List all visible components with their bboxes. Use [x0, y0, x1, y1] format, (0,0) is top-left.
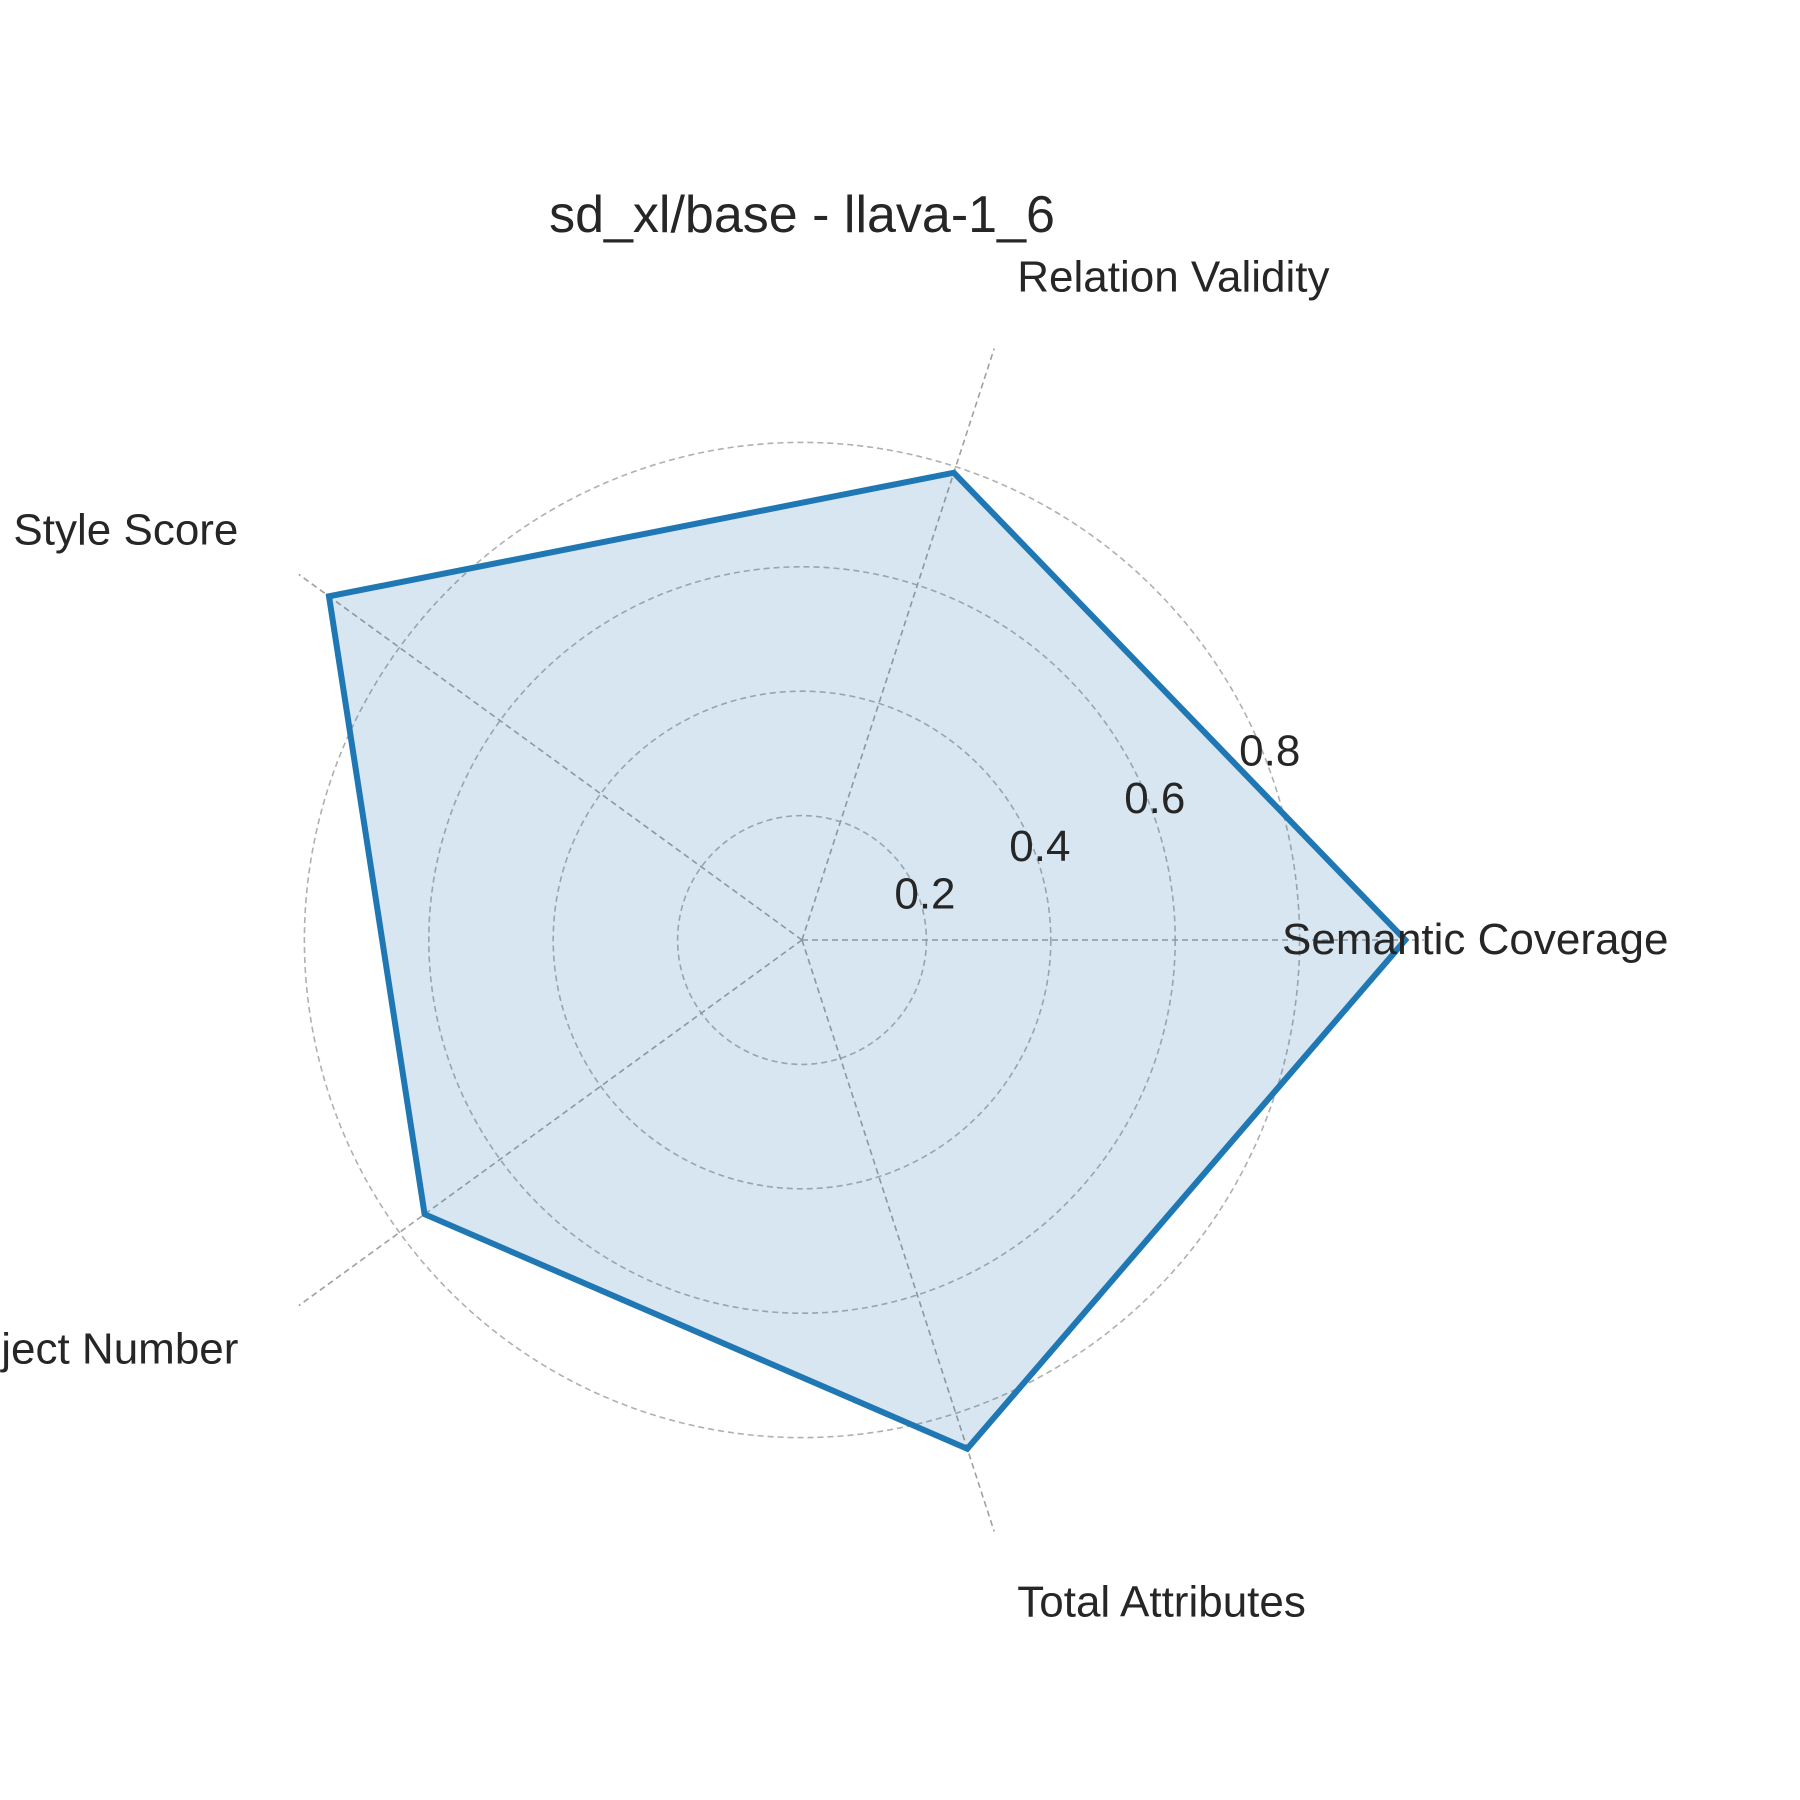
axis-spoke: [801, 348, 995, 941]
r-tick-label: 0.2: [894, 869, 955, 918]
series-layer: [325, 469, 1410, 1453]
grid-ring: [303, 441, 1301, 1439]
axis-spoke: [298, 939, 803, 1307]
grid-layer: [298, 348, 1424, 1532]
r-tick-label: 0.4: [1009, 822, 1070, 871]
axis-label: Style Score: [13, 506, 238, 555]
axis-label: Relation Validity: [1017, 252, 1329, 301]
chart-title: sd_xl/base - llava-1_6: [549, 186, 1055, 244]
r-tick-label: 0.6: [1124, 774, 1185, 823]
r-tick-label: 0.8: [1239, 727, 1300, 776]
axis-spoke: [801, 939, 995, 1532]
axis-label: Total Attributes: [1017, 1578, 1306, 1627]
label-layer: 0.2 0.4 0.6 0.8 Semantic Coverage Relation Va…: [0, 252, 1668, 1626]
axis-label: Object Number: [0, 1324, 238, 1373]
axis-label: Semantic Coverage: [1282, 915, 1668, 964]
grid-ring: [552, 690, 1052, 1190]
axis-spoke: [298, 573, 803, 941]
series-area: [329, 472, 1406, 1449]
series-outline: [325, 469, 1410, 1453]
